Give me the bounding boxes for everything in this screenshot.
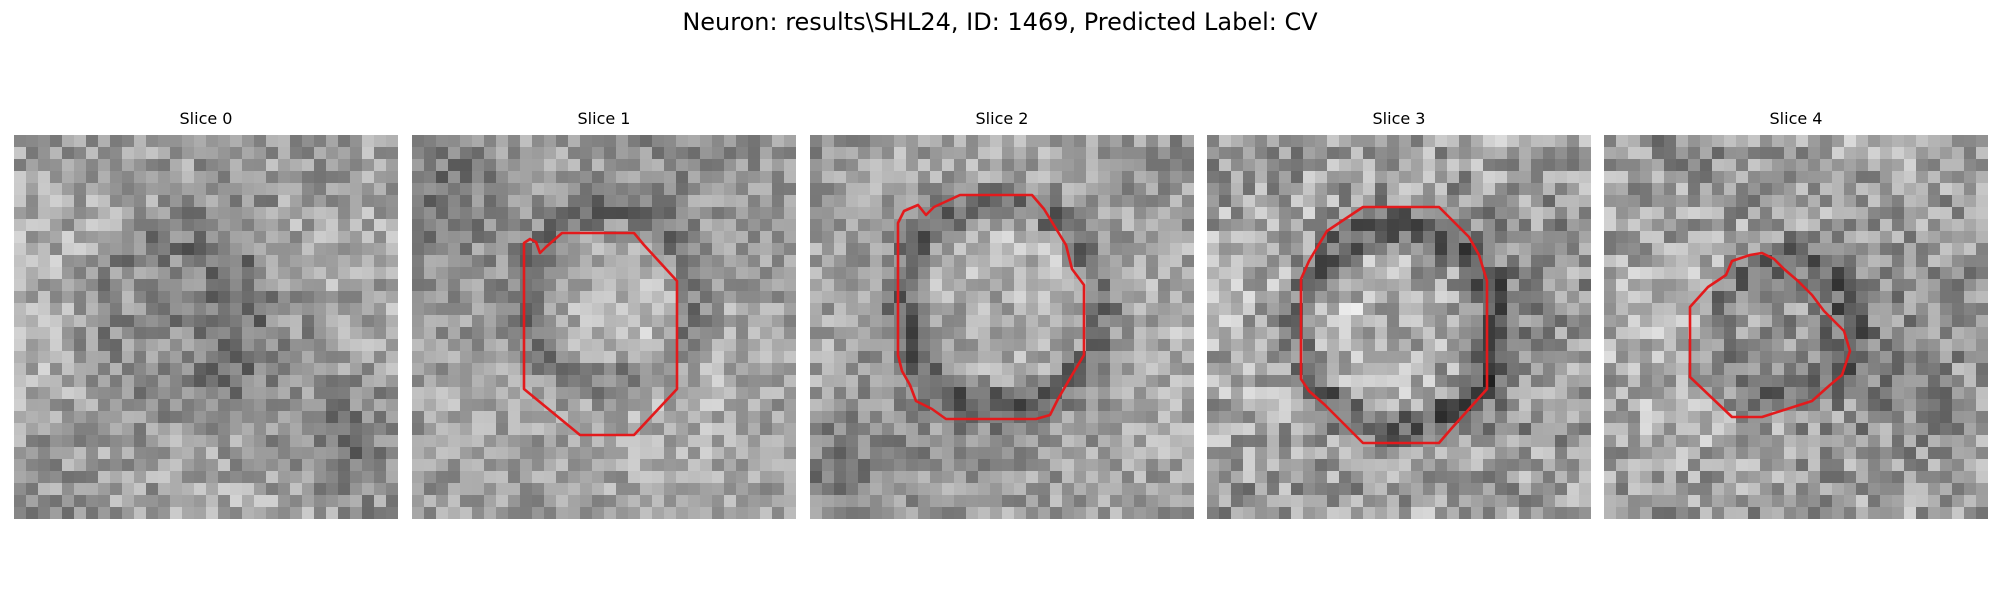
roi-contour	[1299, 205, 1489, 445]
slice-panel-0: Slice 0	[14, 108, 398, 519]
roi-contour	[522, 231, 679, 437]
roi-contour	[896, 193, 1086, 421]
slice-panel-2: Slice 2	[810, 108, 1194, 519]
slice-panel-1: Slice 1	[412, 108, 796, 519]
figure-title: Neuron: results\SHL24, ID: 1469, Predict…	[682, 8, 1318, 36]
roi-contour	[1688, 251, 1852, 419]
slice-heatmap-1	[412, 135, 796, 519]
pixel-grid	[14, 135, 398, 519]
slice-heatmap-4	[1604, 135, 1988, 519]
slice-title-1: Slice 1	[577, 109, 631, 128]
pixel-grid	[1604, 135, 1988, 519]
slice-title-3: Slice 3	[1372, 109, 1426, 128]
pixel-grid	[412, 135, 796, 519]
slice-heatmap-3	[1207, 135, 1591, 519]
slice-image-1	[412, 135, 796, 519]
slice-title-2: Slice 2	[975, 109, 1029, 128]
slice-title-4: Slice 4	[1769, 109, 1823, 128]
slice-image-4	[1604, 135, 1988, 519]
pixel-grid	[1207, 135, 1591, 519]
slice-title-0: Slice 0	[179, 109, 233, 128]
slice-heatmap-2	[810, 135, 1194, 519]
slice-image-3	[1207, 135, 1591, 519]
slice-panel-3: Slice 3	[1207, 108, 1591, 519]
slice-image-0	[14, 135, 398, 519]
slice-panel-4: Slice 4	[1604, 108, 1988, 519]
pixel-grid	[810, 135, 1194, 519]
slice-image-2	[810, 135, 1194, 519]
slice-heatmap-0	[14, 135, 398, 519]
